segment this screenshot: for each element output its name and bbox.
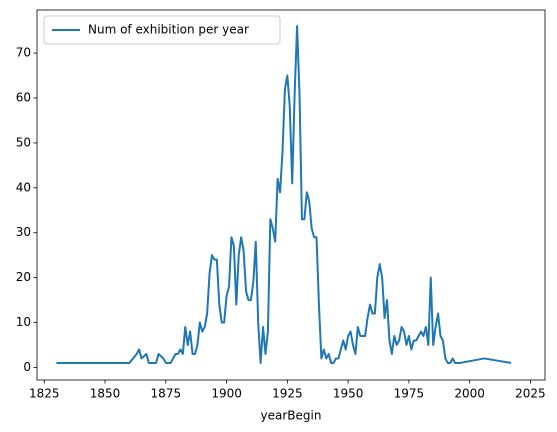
y-tick-label: 0 [23, 360, 31, 374]
x-tick-label: 2000 [454, 387, 485, 401]
y-tick-label: 50 [16, 135, 31, 149]
y-tick-label: 70 [16, 46, 31, 60]
x-tick-label: 1825 [29, 387, 60, 401]
y-tick-label: 60 [16, 91, 31, 105]
legend-label: Num of exhibition per year [88, 23, 249, 37]
x-axis-label: yearBegin [261, 409, 322, 423]
x-tick-label: 1900 [211, 387, 242, 401]
y-tick-label: 10 [16, 315, 31, 329]
y-tick-label: 20 [16, 270, 31, 284]
x-tick-label: 1975 [394, 387, 425, 401]
x-tick-label: 2025 [515, 387, 546, 401]
x-tick-label: 1950 [333, 387, 364, 401]
x-tick-label: 1875 [151, 387, 182, 401]
x-tick-label: 1850 [90, 387, 121, 401]
x-tick-label: 1925 [272, 387, 303, 401]
plot-frame [36, 9, 546, 381]
y-tick-label: 40 [16, 180, 31, 194]
data-line [56, 25, 512, 364]
y-tick-label: 30 [16, 225, 31, 239]
legend-box [43, 15, 281, 45]
